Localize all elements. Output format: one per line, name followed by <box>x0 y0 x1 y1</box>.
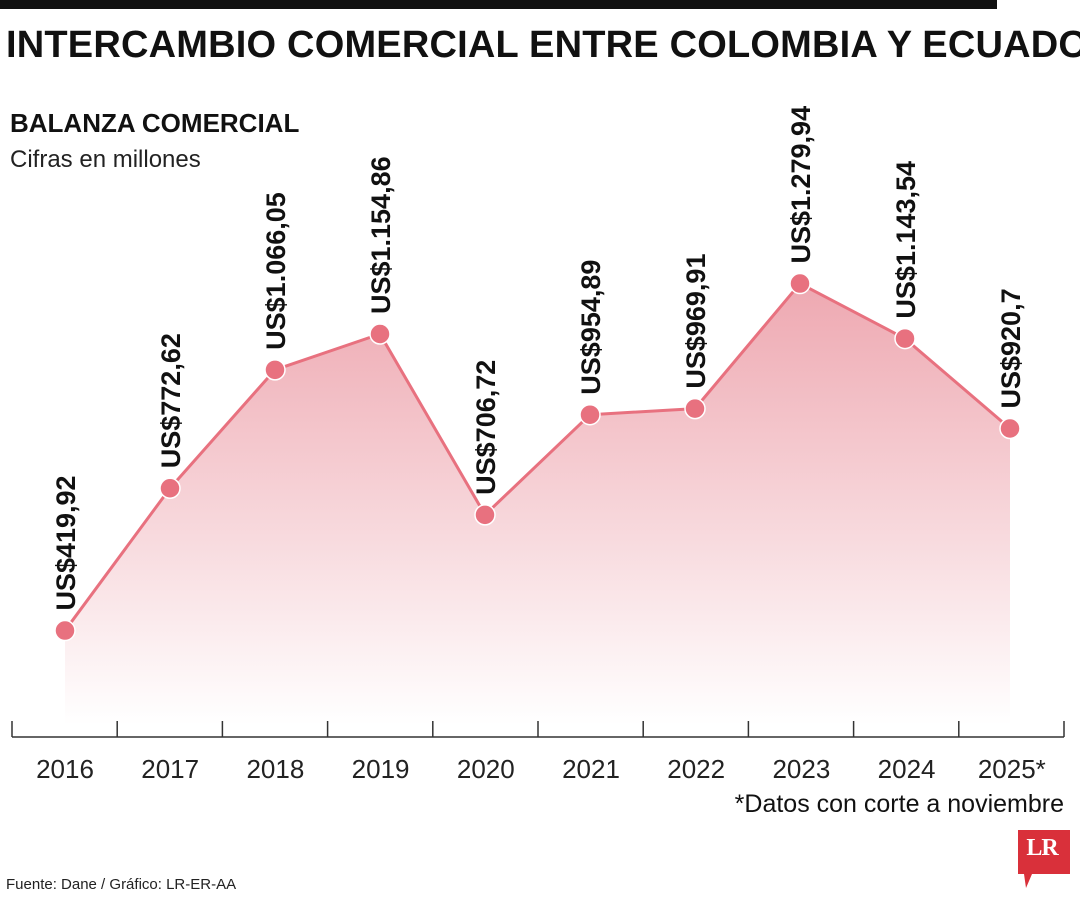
chart-title: BALANZA COMERCIAL <box>10 108 300 138</box>
data-point <box>369 323 391 345</box>
data-point <box>474 504 496 526</box>
chart-footnote: *Datos con corte a noviembre <box>734 790 1064 818</box>
data-label: US$706,72 <box>471 360 501 495</box>
x-tick-label: 2025* <box>978 754 1046 784</box>
series-line <box>63 282 1011 632</box>
source-credit: Fuente: Dane / Gráfico: LR-ER-AA <box>6 876 237 893</box>
data-point <box>999 417 1021 440</box>
lr-logo-shape <box>1018 830 1070 888</box>
data-label: US$1.143,54 <box>891 161 921 319</box>
x-tick-label: 2020 <box>457 754 515 784</box>
data-point <box>894 327 916 350</box>
data-point <box>579 403 601 426</box>
x-tick-label: 2024 <box>878 754 936 784</box>
data-label: US$1.066,05 <box>261 192 291 350</box>
logo-text: LR <box>1026 835 1058 861</box>
data-label: US$419,92 <box>51 475 81 610</box>
x-tick-label: 2022 <box>667 754 725 784</box>
data-point <box>159 477 181 499</box>
area-fill <box>65 283 1010 725</box>
data-point <box>789 272 811 295</box>
x-tick-label: 2023 <box>772 754 830 784</box>
data-label: US$1.279,94 <box>786 106 816 264</box>
data-point <box>684 397 706 420</box>
top-rule <box>0 0 997 9</box>
x-tick-label: 2021 <box>562 754 620 784</box>
data-point <box>54 619 76 642</box>
data-label: US$772,62 <box>156 333 186 468</box>
data-point <box>264 359 286 381</box>
lr-logo: LR <box>1018 830 1070 888</box>
x-tick-label: 2019 <box>352 754 410 784</box>
data-label: US$954,89 <box>576 260 606 395</box>
data-label: US$920,7 <box>996 288 1026 408</box>
x-tick-label: 2017 <box>141 754 199 784</box>
x-tick-label: 2016 <box>36 754 94 784</box>
page-title: INTERCAMBIO COMERCIAL ENTRE COLOMBIA Y E… <box>6 24 1080 66</box>
data-label: US$1.154,86 <box>366 156 396 314</box>
chart-subtitle: Cifras en millones <box>10 146 201 173</box>
x-tick-label: 2018 <box>246 754 304 784</box>
data-label: US$969,91 <box>681 254 711 389</box>
